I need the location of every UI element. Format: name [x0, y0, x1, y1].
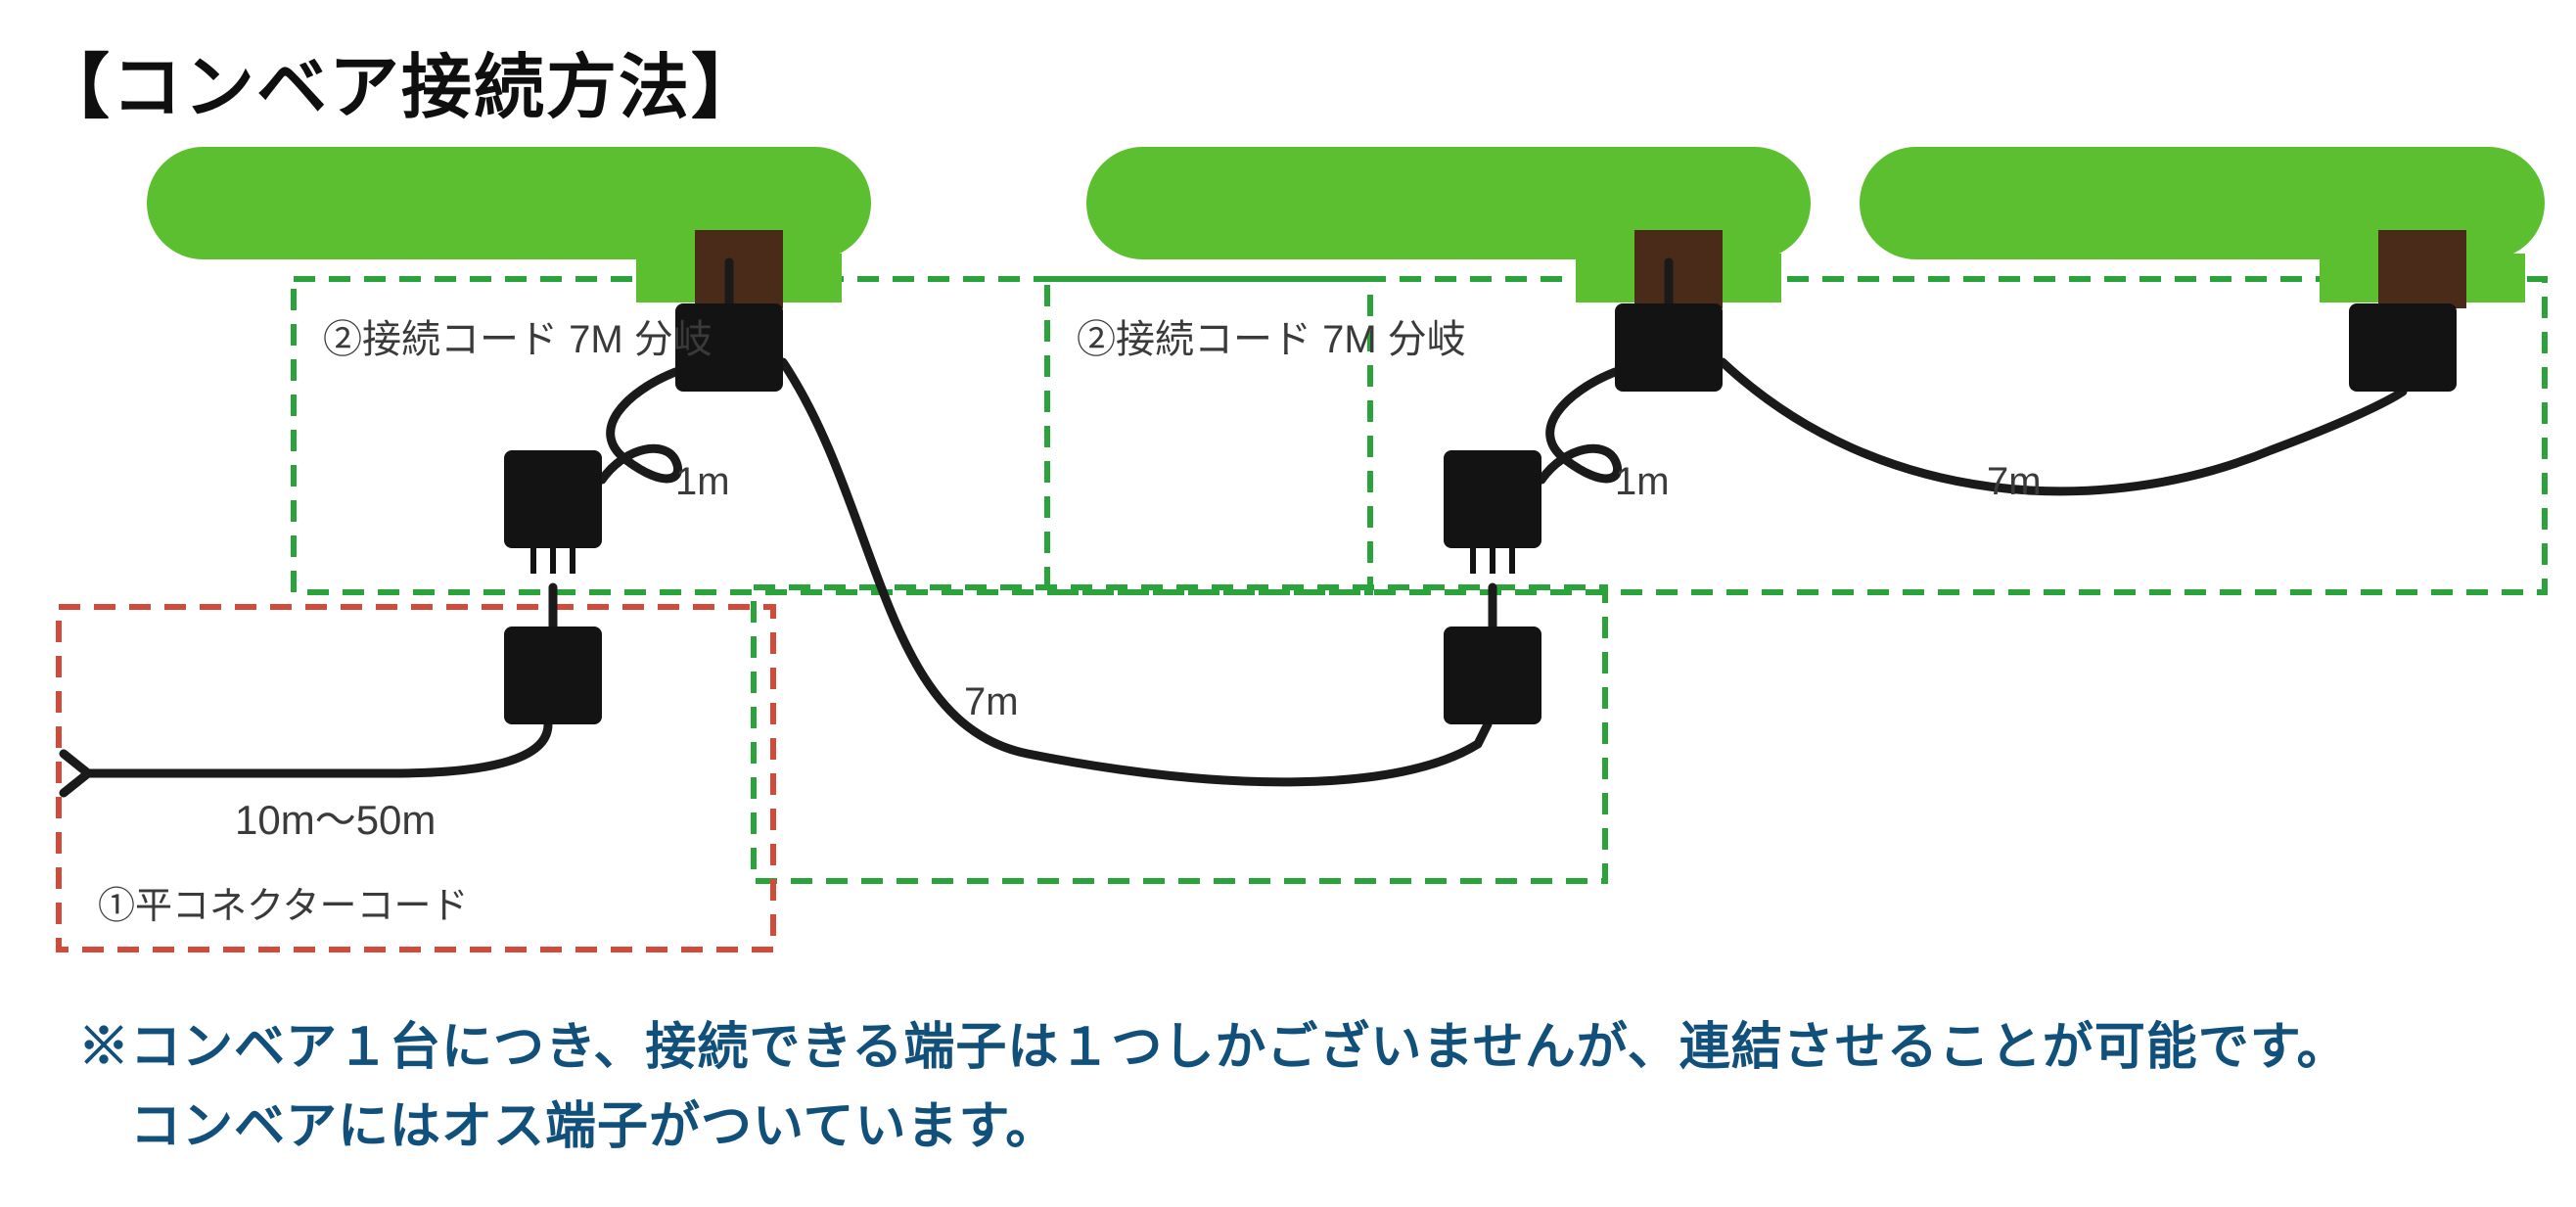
split1-to-chain2 — [783, 362, 1488, 782]
footnote-line: ※コンベア１台につき、接続できる端子は１つしかございませんが、連結させることが可… — [78, 1008, 2349, 1088]
diagram-page: 【コンベア接続方法】 ②接続コード 7M 分岐②接続コード 7M 分岐1m1m7… — [0, 0, 2576, 1207]
lbl-1m-b: 1m — [1615, 460, 1670, 503]
mains-cord — [88, 724, 548, 773]
mains-cord-tail — [64, 754, 88, 793]
lbl-7m-b: 7m — [1987, 460, 2042, 503]
chain-2-plug — [1444, 627, 1541, 724]
lbl-1m-a: 1m — [675, 460, 730, 503]
split-1-left — [504, 450, 602, 548]
conv-2-motor — [1634, 230, 1723, 308]
lbl-flat: ①平コネクターコード — [98, 886, 468, 927]
split-2-top — [1615, 303, 1723, 392]
power-plug — [504, 627, 602, 724]
lbl-10-50: 10m〜50m — [235, 797, 436, 843]
split-2-left — [1444, 450, 1541, 548]
end-3 — [2349, 303, 2457, 392]
split-1-left-pin — [530, 548, 536, 574]
split-2-left-pin — [1490, 548, 1495, 574]
split-1-left-pin — [570, 548, 575, 574]
split-1-left-pin — [550, 548, 556, 574]
conv-3-motor — [2378, 230, 2466, 308]
lbl-green-1: ②接続コード 7M 分岐 — [323, 318, 713, 361]
conv-1-motor — [695, 230, 783, 308]
footnote: ※コンベア１台につき、接続できる端子は１つしかございませんが、連結させることが可… — [78, 1008, 2349, 1166]
split-2-left-pin — [1509, 548, 1515, 574]
split-2-left-pin — [1470, 548, 1476, 574]
lbl-7m-a: 7m — [964, 680, 1019, 723]
split2-to-end3 — [1723, 362, 2403, 491]
lbl-green-2: ②接続コード 7M 分岐 — [1077, 318, 1466, 361]
footnote-line: コンベアにはオス端子がついています。 — [78, 1088, 2349, 1167]
